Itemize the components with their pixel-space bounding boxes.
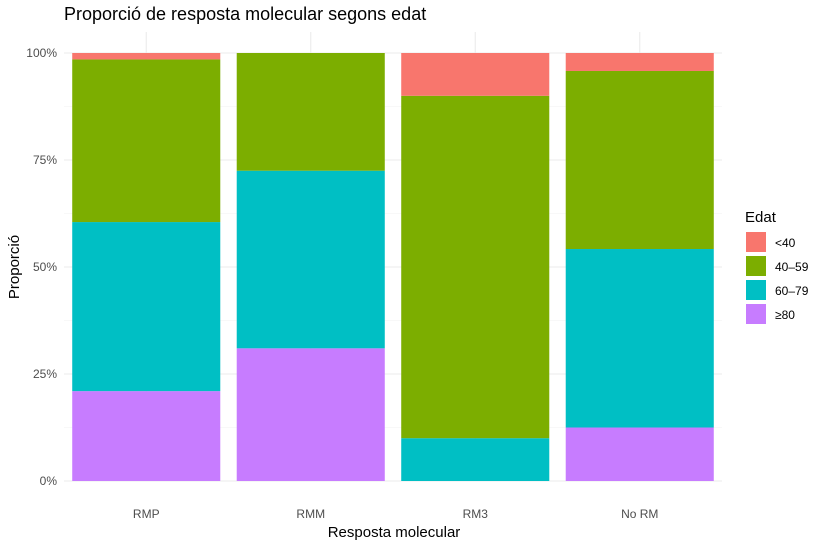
x-axis-title: Resposta molecular xyxy=(328,524,461,541)
x-tick-label: RM3 xyxy=(463,507,489,521)
y-axis-title: Proporció xyxy=(6,235,23,299)
x-tick-label: RMP xyxy=(133,507,160,521)
x-axis-ticks: RMP RMM RM3 No RM xyxy=(133,507,659,521)
bar-segment xyxy=(565,427,714,481)
legend-label: ≥80 xyxy=(775,308,795,322)
y-tick-label: 50% xyxy=(33,260,57,274)
bars xyxy=(72,53,714,481)
y-tick-label: 75% xyxy=(33,153,57,167)
legend-swatch xyxy=(746,304,766,324)
legend: Edat <40 40–59 60–79 ≥80 xyxy=(745,209,809,324)
bar-segment xyxy=(401,438,550,481)
bar-segment xyxy=(236,348,385,481)
legend-label: 60–79 xyxy=(775,284,809,298)
bar-segment xyxy=(236,53,385,171)
bar-segment xyxy=(401,95,550,439)
chart-title: Proporció de resposta molecular segons e… xyxy=(64,4,426,24)
bar-segment xyxy=(72,59,221,223)
x-tick-label: RMM xyxy=(296,507,325,521)
bar-segment xyxy=(72,222,221,392)
bar-segment xyxy=(401,53,550,96)
legend-label: 40–59 xyxy=(775,260,809,274)
bar-segment xyxy=(72,391,221,481)
legend-swatch xyxy=(746,256,766,276)
legend-title: Edat xyxy=(745,209,777,226)
bar-segment xyxy=(565,249,714,428)
legend-swatch xyxy=(746,280,766,300)
bar-segment xyxy=(565,70,714,250)
y-axis-ticks: 0% 25% 50% 75% 100% xyxy=(26,46,57,488)
y-tick-label: 25% xyxy=(33,367,57,381)
legend-swatch xyxy=(746,232,766,252)
bar-segment xyxy=(72,53,221,60)
y-tick-label: 100% xyxy=(26,46,57,60)
x-tick-label: No RM xyxy=(621,507,658,521)
y-tick-label: 0% xyxy=(40,474,58,488)
legend-label: <40 xyxy=(775,236,796,250)
bar-segment xyxy=(236,170,385,349)
bar-segment xyxy=(565,53,714,71)
